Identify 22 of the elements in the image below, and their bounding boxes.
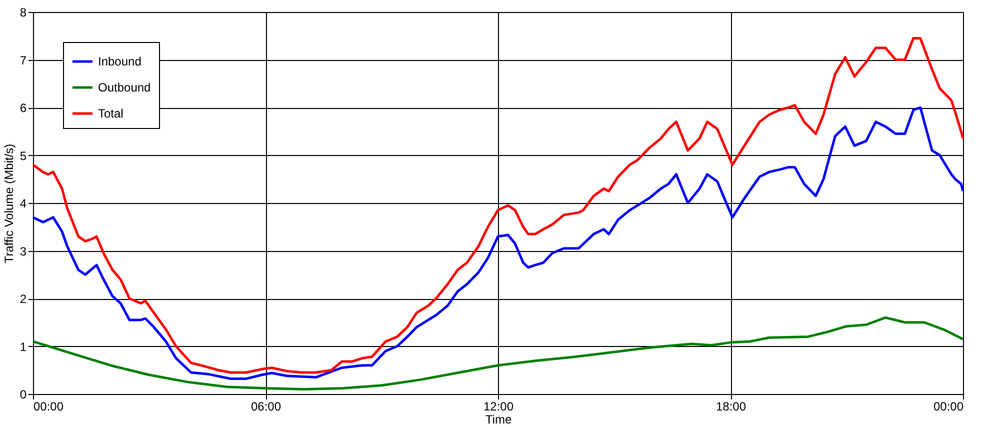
y-tick-label: 1: [20, 340, 27, 354]
legend-label: Inbound: [98, 54, 142, 68]
line-series: [32, 37, 964, 374]
x-tick-label: 00:00: [933, 400, 964, 414]
x-tick-label: 06:00: [250, 400, 282, 414]
y-tick-label: 0: [20, 388, 27, 402]
legend-label: Outbound: [98, 80, 151, 94]
y-tick-label: 6: [20, 101, 27, 115]
legend-label: Total: [98, 106, 124, 120]
line-series: [32, 316, 964, 390]
y-tick-label: 5: [20, 148, 27, 163]
x-tick-label: 18:00: [716, 400, 746, 414]
y-tick-label: 7: [20, 53, 27, 68]
y-tick-label: 4: [20, 196, 27, 210]
y-tick-label: 3: [20, 244, 27, 258]
x-tick-label: 12:00: [483, 400, 514, 414]
x-axis-title: Time: [485, 412, 512, 426]
x-tick-label: 00:00: [34, 400, 64, 414]
y-tick-label: 8: [20, 6, 27, 20]
y-tick-label: 2: [20, 292, 27, 306]
y-axis-title: Traffic Volume (Mbit/s): [2, 144, 16, 264]
line-series: [32, 106, 964, 380]
